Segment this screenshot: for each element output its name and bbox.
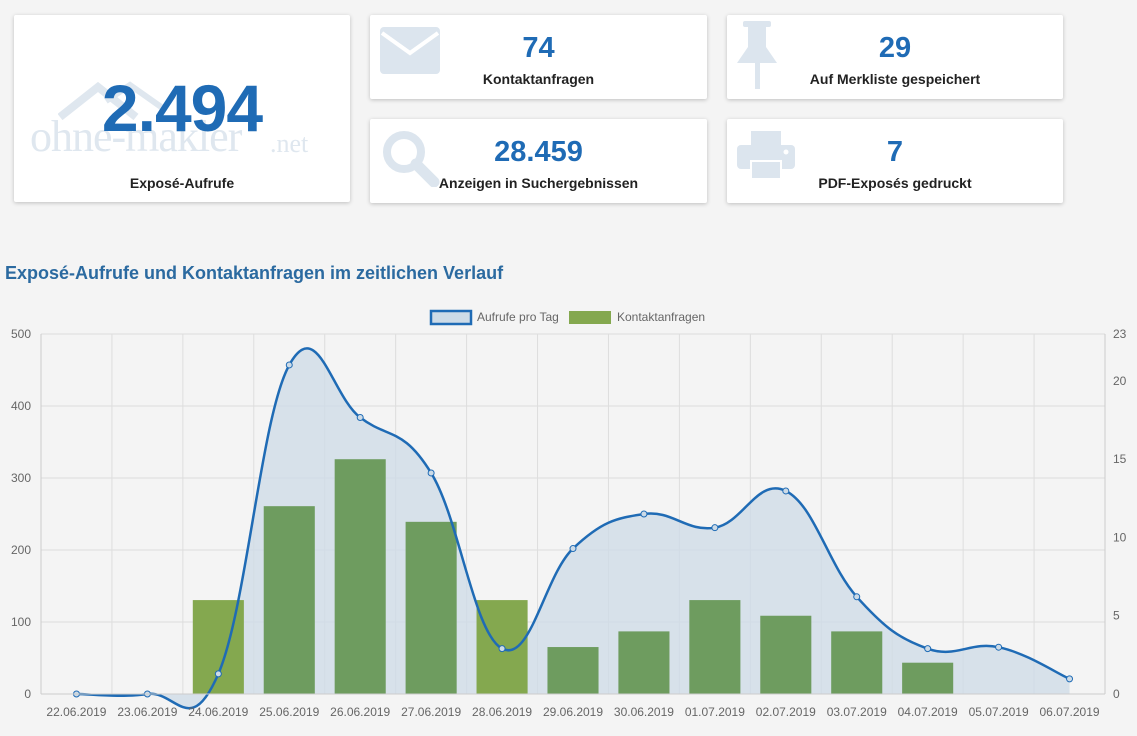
chart-section-title: Exposé-Aufrufe und Kontaktanfragen im ze… xyxy=(5,263,504,283)
search-results-card: 28.459 Anzeigen in Suchergebnissen xyxy=(370,119,707,203)
x-tick-label: 24.06.2019 xyxy=(188,705,248,719)
logo-watermark-tld: .net xyxy=(270,129,309,158)
y-right-tick-label: 5 xyxy=(1113,609,1120,623)
area-aufrufe xyxy=(76,348,1070,709)
y-right-tick-label: 15 xyxy=(1113,452,1127,466)
bar-kontaktanfragen xyxy=(760,615,812,694)
bar-kontaktanfragen xyxy=(263,506,315,694)
x-tick-label: 25.06.2019 xyxy=(259,705,319,719)
pdf-printed-value: 7 xyxy=(886,136,904,168)
contact-requests-card: 74 Kontaktanfragen xyxy=(370,15,707,99)
bar-kontaktanfragen xyxy=(902,662,954,694)
bar-kontaktanfragen xyxy=(334,459,386,694)
x-tick-label: 28.06.2019 xyxy=(472,705,532,719)
search-results-value: 28.459 xyxy=(494,136,583,168)
x-tick-label: 29.06.2019 xyxy=(543,705,603,719)
y-left-tick-label: 300 xyxy=(11,471,31,485)
x-tick-label: 04.07.2019 xyxy=(898,705,958,719)
expose-views-value: 2.494 xyxy=(101,71,263,145)
bar-kontaktanfragen xyxy=(831,631,883,694)
legend-swatch xyxy=(569,311,611,324)
y-left-tick-label: 500 xyxy=(11,327,31,341)
point-aufrufe xyxy=(640,510,648,518)
point-aufrufe xyxy=(995,643,1003,651)
point-aufrufe xyxy=(1066,675,1074,683)
point-aufrufe xyxy=(285,361,293,369)
y-left-tick-label: 100 xyxy=(11,615,31,629)
bar-kontaktanfragen xyxy=(618,631,670,694)
point-aufrufe xyxy=(498,645,506,653)
point-aufrufe xyxy=(214,670,222,678)
bar-kontaktanfragen xyxy=(405,521,457,694)
point-aufrufe xyxy=(711,524,719,532)
x-tick-label: 22.06.2019 xyxy=(46,705,106,719)
search-results-label: Anzeigen in Suchergebnissen xyxy=(438,175,639,191)
x-tick-label: 06.07.2019 xyxy=(1040,705,1100,719)
pushpin-icon xyxy=(737,21,777,89)
expose-views-card: ohne-makler .net 2.494 Exposé-Aufrufe xyxy=(14,15,350,202)
x-tick-label: 02.07.2019 xyxy=(756,705,816,719)
legend-swatch xyxy=(429,309,473,326)
x-tick-label: 30.06.2019 xyxy=(614,705,674,719)
x-tick-label: 03.07.2019 xyxy=(827,705,887,719)
x-tick-label: 01.07.2019 xyxy=(685,705,745,719)
line-aufrufe xyxy=(76,347,1071,710)
y-right-tick-label: 20 xyxy=(1113,374,1127,388)
y-right-tick-label: 10 xyxy=(1113,530,1127,544)
contact-requests-label: Kontaktanfragen xyxy=(482,71,595,87)
magnifier-icon xyxy=(383,131,440,187)
printer-icon xyxy=(737,131,795,180)
legend-label: Kontaktanfragen xyxy=(617,310,705,324)
point-aufrufe xyxy=(853,593,861,601)
contact-requests-value: 74 xyxy=(522,32,555,64)
x-tick-label: 05.07.2019 xyxy=(969,705,1029,719)
legend-label: Aufrufe pro Tag xyxy=(477,310,559,324)
watchlist-card: 29 Auf Merkliste gespeichert xyxy=(727,15,1063,99)
y-left-tick-label: 0 xyxy=(24,687,31,701)
watchlist-value: 29 xyxy=(878,32,912,64)
bar-kontaktanfragen xyxy=(689,600,741,694)
bar-kontaktanfragen xyxy=(547,647,599,694)
point-aufrufe xyxy=(569,545,577,553)
y-left-tick-label: 400 xyxy=(11,399,31,413)
x-tick-label: 26.06.2019 xyxy=(330,705,390,719)
expose-views-label: Exposé-Aufrufe xyxy=(129,175,235,191)
logo-watermark: ohne-makler xyxy=(30,112,242,161)
x-tick-label: 27.06.2019 xyxy=(401,705,461,719)
y-right-tick-label: 0 xyxy=(1113,687,1120,701)
pdf-printed-label: PDF-Exposés gedruckt xyxy=(818,175,972,191)
watchlist-label: Auf Merkliste gespeichert xyxy=(809,71,981,87)
x-tick-label: 23.06.2019 xyxy=(117,705,177,719)
views-contacts-chart: Aufrufe pro Tag Kontaktanfragen0100200300… xyxy=(11,309,1127,719)
point-aufrufe xyxy=(924,645,932,653)
y-left-tick-label: 200 xyxy=(11,543,31,557)
point-aufrufe xyxy=(356,414,364,422)
house-watermark-icon xyxy=(58,81,166,121)
point-aufrufe xyxy=(427,469,435,477)
pdf-printed-card: 7 PDF-Exposés gedruckt xyxy=(727,119,1063,203)
y-right-tick-label: 23 xyxy=(1113,327,1127,341)
point-aufrufe xyxy=(782,487,790,495)
envelope-icon xyxy=(380,27,440,74)
